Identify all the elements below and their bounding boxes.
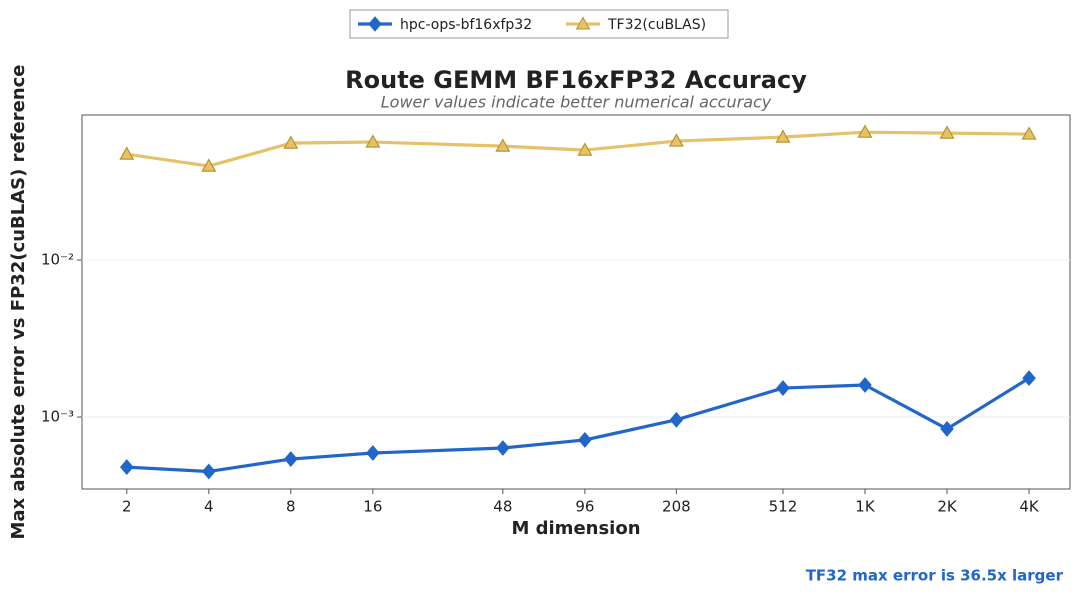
marker xyxy=(669,411,684,428)
x-tick-label: 96 xyxy=(575,498,594,516)
x-axis-label: M dimension xyxy=(511,518,640,539)
chart-subtitle: Lower values indicate better numerical a… xyxy=(381,93,772,112)
marker xyxy=(1022,370,1036,387)
y-tick-label: 10⁻² xyxy=(41,251,74,269)
marker xyxy=(283,135,299,149)
x-tick-label: 208 xyxy=(662,498,691,516)
marker xyxy=(1021,126,1037,140)
x-tick-label: 4K xyxy=(1019,498,1040,516)
marker xyxy=(496,440,510,456)
plot-area xyxy=(81,114,1071,490)
marker xyxy=(201,158,217,172)
marker xyxy=(668,133,684,147)
annotation: TF32 max error is 36.5x larger xyxy=(806,567,1064,585)
x-tick-label: 512 xyxy=(769,498,798,516)
marker xyxy=(940,421,954,437)
marker xyxy=(858,377,872,393)
legend-marker xyxy=(368,16,382,32)
x-tick-label: 4 xyxy=(204,498,214,516)
marker xyxy=(119,146,135,160)
x-tick-label: 16 xyxy=(363,498,382,516)
x-tick-label: 8 xyxy=(286,498,296,516)
series-line xyxy=(126,130,1030,168)
x-tick-label: 1K xyxy=(855,498,876,516)
legend-label: TF32(cuBLAS) xyxy=(607,17,706,33)
marker xyxy=(577,142,593,156)
marker xyxy=(366,445,380,461)
marker xyxy=(857,124,873,138)
marker xyxy=(119,459,134,475)
x-tick-label: 48 xyxy=(493,498,512,516)
x-tick-label: 2K xyxy=(937,498,958,516)
marker xyxy=(775,129,791,143)
marker xyxy=(365,134,381,148)
marker xyxy=(939,125,955,139)
legend-label: hpc-ops-bf16xfp32 xyxy=(400,17,532,33)
legend: hpc-ops-bf16xfp32 TF32(cuBLAS) xyxy=(349,9,729,39)
y-tick-label: 10⁻³ xyxy=(41,408,74,426)
marker xyxy=(202,463,216,480)
y-axis-label: Max absolute error vs FP32(cuBLAS) refer… xyxy=(8,64,29,539)
chart-title: Route GEMM BF16xFP32 Accuracy xyxy=(345,66,807,94)
marker xyxy=(495,138,511,152)
legend-box xyxy=(349,9,729,39)
marker xyxy=(578,431,592,448)
marker xyxy=(776,380,790,396)
legend-marker xyxy=(575,16,591,30)
x-tick-label: 2 xyxy=(122,498,132,516)
series-line xyxy=(126,376,1030,474)
marker xyxy=(284,451,298,467)
